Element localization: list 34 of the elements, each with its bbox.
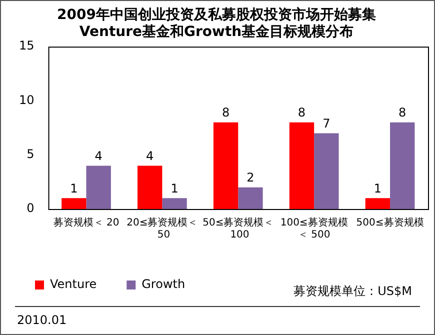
y-tick-label: 5 <box>26 146 34 161</box>
text: 募资规模单位：US$M <box>294 283 412 300</box>
bar <box>390 122 415 209</box>
data-label: 8 <box>298 106 306 120</box>
bar <box>162 198 187 209</box>
y-tick-label: 15 <box>18 38 34 53</box>
x-tick-label: 500≤募资规模 <box>356 216 424 229</box>
x-tick-label: 50≤募资规模＜ 100 <box>202 216 274 241</box>
bar <box>365 198 390 209</box>
data-label: 1 <box>170 181 178 196</box>
bar <box>289 122 314 209</box>
x-tick-label: 100≤募资规模＜ 500 <box>280 216 348 241</box>
legend-label: Venture <box>50 277 97 292</box>
bar <box>138 166 162 209</box>
y-tick-label: 0 <box>26 201 34 216</box>
bar <box>213 122 238 209</box>
x-tick-label: 20≤募资规模＜ 50 <box>126 216 198 241</box>
text: 2010.01 <box>17 313 67 327</box>
data-label: 1 <box>374 181 382 196</box>
bar <box>62 198 86 209</box>
legend-label: Growth <box>142 277 186 292</box>
chart-title: 2009年中国创业投资及私募股权投资市场开始募集 Venture基金和Growth基金目标规模分布 <box>57 6 376 40</box>
data-label: 8 <box>398 106 406 120</box>
data-label: 4 <box>94 148 102 163</box>
y-tick-label: 10 <box>18 92 34 107</box>
bar <box>314 133 339 209</box>
data-label: 1 <box>70 181 78 196</box>
data-label: 7 <box>322 116 330 130</box>
data-label: 8 <box>222 106 230 120</box>
bar <box>238 187 263 209</box>
data-label: 4 <box>146 148 154 163</box>
data-label: 2 <box>246 170 254 184</box>
bar <box>86 166 111 209</box>
x-tick-label: 募资规模＜ 20 <box>53 216 120 229</box>
